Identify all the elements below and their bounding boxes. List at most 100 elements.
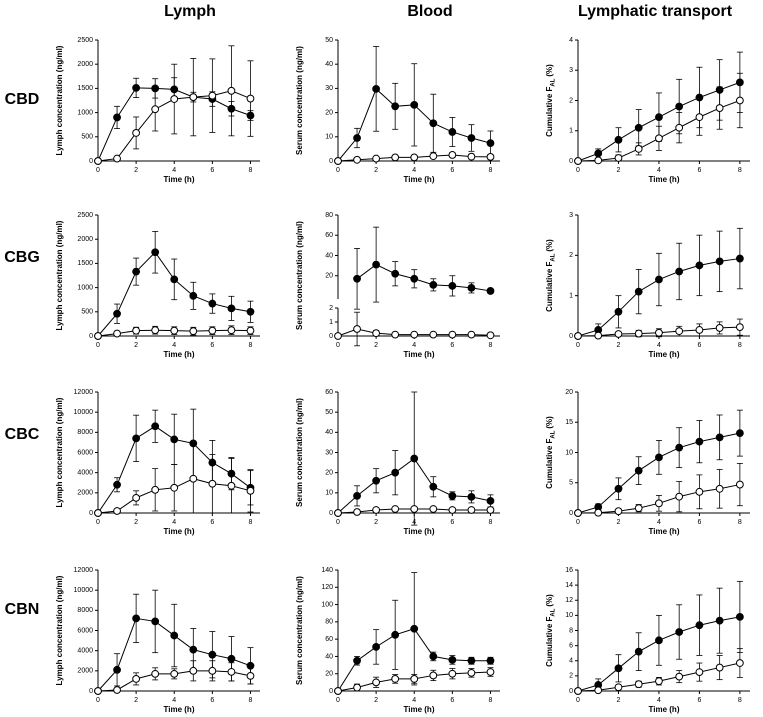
y-tick-label: 2: [329, 305, 333, 312]
x-tick-label: 8: [249, 167, 253, 174]
marker: [132, 129, 141, 137]
y-tick-label: 2000: [77, 61, 93, 68]
marker: [695, 487, 704, 496]
marker: [391, 630, 400, 639]
marker: [715, 484, 724, 493]
row-label: CBN: [5, 601, 40, 618]
y-axis-label-tail: (%): [545, 416, 554, 429]
y-tick-label: 0: [89, 158, 93, 165]
marker: [655, 134, 663, 143]
x-tick-label: 0: [336, 697, 340, 704]
x-axis-label: Time (h): [404, 175, 435, 184]
marker: [353, 325, 361, 333]
x-axis-label: Time (h): [404, 527, 435, 536]
marker: [170, 95, 179, 103]
y-axis-label-sub: AL: [551, 430, 557, 438]
marker: [614, 507, 623, 516]
x-tick-label: 2: [134, 342, 138, 349]
x-tick-label: 4: [657, 519, 661, 526]
marker: [208, 299, 217, 308]
marker: [735, 659, 744, 667]
y-tick-label: 2500: [77, 212, 93, 219]
marker: [151, 485, 160, 494]
y-tick-label: 30: [325, 85, 333, 92]
marker: [391, 330, 400, 339]
y-tick-label: 16: [565, 567, 573, 574]
x-tick-label: 8: [249, 519, 253, 526]
y-axis-label: Cumulative FAL(%): [545, 416, 557, 489]
y-tick-label: 20: [325, 671, 333, 678]
y-tick-label: 2000: [77, 236, 93, 243]
x-tick-label: 6: [697, 342, 701, 349]
marker: [574, 687, 582, 695]
x-tick-label: 0: [96, 697, 100, 704]
row-label: CBD: [5, 91, 40, 108]
x-tick-label: 8: [249, 697, 253, 704]
marker: [614, 154, 623, 162]
y-tick-label: 0: [89, 510, 93, 517]
marker: [675, 327, 684, 336]
y-tick-label: 10: [325, 490, 333, 497]
x-tick-label: 8: [489, 167, 493, 174]
x-tick-label: 2: [617, 697, 621, 704]
marker: [170, 326, 179, 335]
marker: [594, 149, 603, 158]
y-tick-label: 500: [81, 309, 93, 316]
marker: [132, 675, 141, 683]
x-tick-label: 2: [374, 342, 378, 349]
x-tick-label: 2: [374, 697, 378, 704]
x-axis-label: Time (h): [649, 527, 680, 536]
y-tick-label: 120: [321, 584, 333, 591]
marker: [227, 326, 236, 335]
y-axis-label: Serum concentration (ng/ml): [295, 398, 304, 507]
y-tick-label: 0: [569, 688, 573, 695]
marker: [410, 675, 419, 683]
marker: [208, 650, 217, 659]
y-axis-label-text: Cumulative F: [545, 439, 554, 489]
x-tick-label: 0: [96, 167, 100, 174]
y-tick-label: 20: [325, 273, 333, 280]
y-tick-label: 1: [569, 128, 573, 135]
marker: [113, 686, 121, 694]
marker: [94, 332, 102, 340]
y-tick-label: 20: [325, 470, 333, 477]
x-tick-label: 8: [489, 342, 493, 349]
marker: [634, 680, 643, 689]
y-tick-label: 12000: [74, 389, 94, 396]
marker: [189, 291, 198, 300]
marker: [735, 96, 744, 105]
y-tick-label: 10: [565, 612, 573, 619]
marker: [486, 497, 495, 505]
marker: [170, 483, 179, 492]
x-tick-label: 6: [697, 697, 701, 704]
marker: [113, 507, 121, 515]
x-tick-label: 4: [172, 519, 176, 526]
y-tick-label: 10000: [74, 409, 94, 416]
x-axis-label: Time (h): [649, 175, 680, 184]
marker: [113, 480, 121, 489]
x-tick-label: 4: [657, 167, 661, 174]
y-tick-label: 1500: [77, 260, 93, 267]
marker: [410, 454, 419, 463]
y-tick-label: 2000: [77, 668, 93, 675]
x-tick-label: 4: [412, 342, 416, 349]
x-tick-label: 6: [210, 697, 214, 704]
marker: [448, 151, 457, 159]
row-label: CBC: [5, 426, 40, 443]
x-tick-label: 0: [336, 167, 340, 174]
x-tick-label: 8: [738, 697, 742, 704]
marker: [372, 260, 381, 269]
y-axis-label-tail: (%): [545, 594, 554, 607]
y-tick-label: 0: [329, 333, 333, 340]
y-tick-label: 40: [325, 61, 333, 68]
marker: [151, 105, 160, 114]
y-tick-label: 60: [325, 636, 333, 643]
y-tick-label: 4000: [77, 470, 93, 477]
y-tick-label: 2: [569, 673, 573, 680]
marker: [391, 153, 400, 162]
marker: [170, 435, 179, 444]
marker: [246, 94, 255, 103]
x-tick-label: 0: [96, 519, 100, 526]
x-tick-label: 2: [617, 167, 621, 174]
row-label: CBG: [4, 249, 40, 266]
